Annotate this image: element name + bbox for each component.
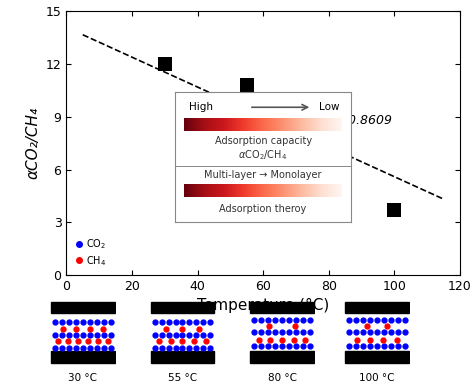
Text: Multi-layer → Monolayer: Multi-layer → Monolayer <box>204 170 322 180</box>
Point <box>243 82 250 88</box>
Text: Adsorption capacity: Adsorption capacity <box>215 136 311 146</box>
Bar <box>151 302 214 313</box>
Text: High: High <box>190 102 213 112</box>
Bar <box>250 351 314 363</box>
Text: 30 °C: 30 °C <box>68 373 98 382</box>
Legend: CO$_2$, CH$_4$: CO$_2$, CH$_4$ <box>75 237 106 267</box>
Text: $R^2$=0.8609: $R^2$=0.8609 <box>322 112 393 129</box>
Bar <box>345 302 409 313</box>
Point <box>325 207 332 213</box>
X-axis label: Temperature (°C): Temperature (°C) <box>197 298 329 314</box>
Bar <box>345 351 409 363</box>
Point <box>161 61 168 67</box>
Text: 55 °C: 55 °C <box>168 373 197 382</box>
Text: Low: Low <box>319 102 340 112</box>
Bar <box>51 351 115 363</box>
Bar <box>250 302 314 313</box>
Bar <box>51 302 115 313</box>
Point <box>391 207 398 213</box>
Text: 100 °C: 100 °C <box>359 373 394 382</box>
Y-axis label: αCO₂/CH₄: αCO₂/CH₄ <box>25 107 40 179</box>
Text: $\alpha$CO$_2$/CH$_4$: $\alpha$CO$_2$/CH$_4$ <box>238 149 288 162</box>
Text: 80 °C: 80 °C <box>267 373 297 382</box>
Bar <box>151 351 214 363</box>
Text: Adsorption theroy: Adsorption theroy <box>219 204 307 214</box>
